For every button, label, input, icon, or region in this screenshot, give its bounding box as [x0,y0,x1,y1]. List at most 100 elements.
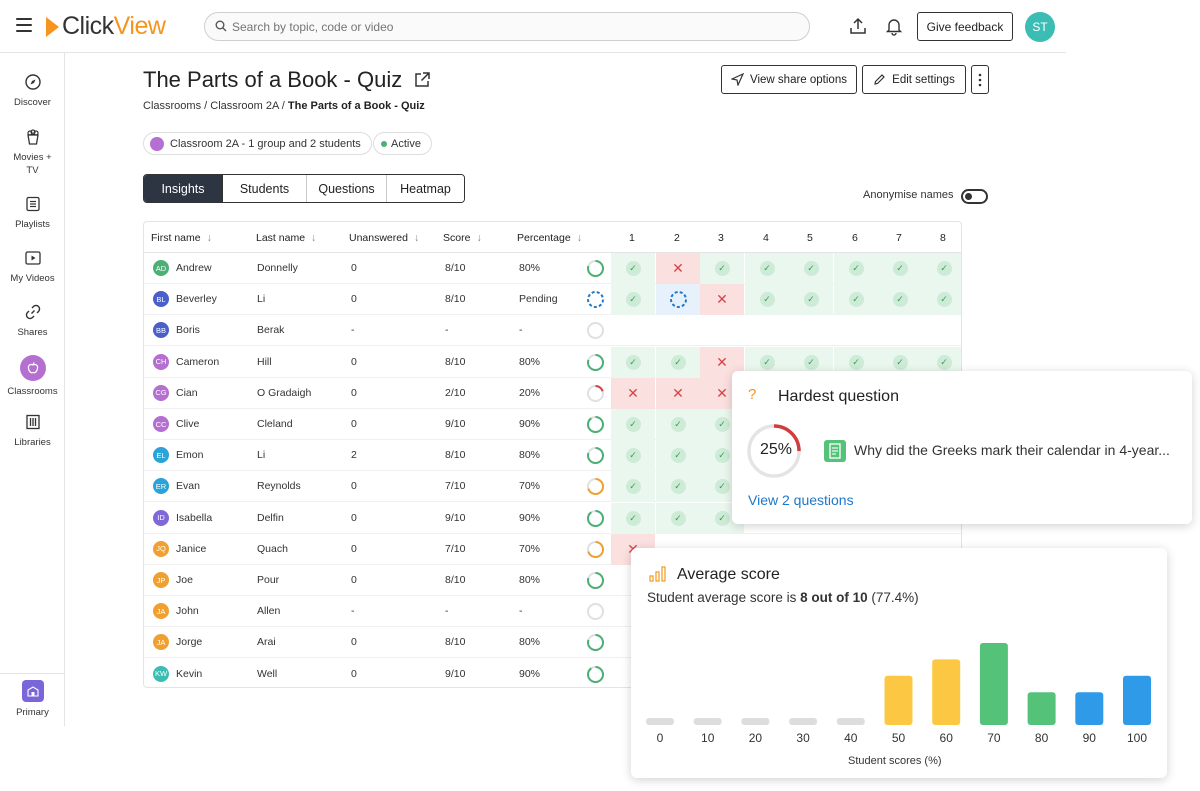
anonymise-toggle[interactable] [961,189,988,204]
table-row[interactable]: KW Kevin Well 0 9/10 90% [144,659,961,687]
question-cell[interactable]: ✓ [834,284,878,316]
sidebar-item-movies-tv[interactable]: Movies + TV [0,128,65,177]
sidebar-item-playlists[interactable]: Playlists [0,195,65,231]
table-row[interactable]: CC Clive Cleland 0 9/10 90% ✓ ✓ ✓ [144,409,961,440]
question-cell[interactable]: ✓ [789,284,833,316]
bar-100[interactable] [1123,675,1151,725]
bar-80[interactable] [1027,692,1056,725]
question-header-5[interactable]: 5 [807,232,813,244]
question-cell[interactable]: ✓ [922,253,961,284]
header-unanswered[interactable]: Unanswered ↓ [349,232,420,244]
view-questions-link[interactable]: View 2 questions [748,492,854,508]
tab-questions[interactable]: Questions [306,175,386,202]
question-cell[interactable]: ✕ [656,377,700,409]
sidebar-item-libraries[interactable]: Libraries [0,413,65,449]
header-score[interactable]: Score ↓ [443,232,482,244]
student-avatar: CG [153,384,169,401]
question-header-3[interactable]: 3 [718,232,724,244]
header-percentage[interactable]: Percentage ↓ [517,232,582,244]
table-row[interactable]: JA John Allen - - - [144,596,961,628]
question-cell[interactable]: ✕ [700,284,744,316]
sidebar-item-classrooms[interactable]: Classrooms [0,355,65,398]
question-cell[interactable]: ✓ [611,502,655,534]
question-header-7[interactable]: 7 [896,232,902,244]
question-cell[interactable]: ✓ [656,409,700,440]
question-cell[interactable]: ✓ [656,440,700,472]
question-header-8[interactable]: 8 [940,232,946,244]
table-row[interactable]: BB Boris Berak - - - [144,315,961,347]
breadcrumb-classroom[interactable]: Classroom 2A [210,100,279,112]
unanswered-cell: 0 [351,262,357,274]
question-cell[interactable]: ✓ [611,284,655,316]
question-header-1[interactable]: 1 [629,232,635,244]
sidebar-item-primary[interactable]: Primary [0,680,65,719]
bar-60[interactable] [932,659,961,725]
student-avatar: ID [153,509,169,526]
bar-20[interactable] [741,718,770,725]
bar-0[interactable] [646,718,674,725]
menu-icon[interactable] [16,18,32,32]
question-cell[interactable]: ✓ [922,284,961,316]
question-cell[interactable]: ✓ [878,253,922,284]
question-cell[interactable]: ✕ [611,377,655,409]
question-cell[interactable]: ✓ [700,253,744,284]
question-header-2[interactable]: 2 [674,232,680,244]
external-link-icon[interactable] [413,71,431,89]
last-name-cell: Li [257,449,266,462]
clickview-logo[interactable]: ClickView [46,12,166,41]
question-cell[interactable]: ✓ [611,253,655,284]
question-cell[interactable]: ✓ [611,471,655,503]
table-row[interactable]: AD Andrew Donnelly 0 8/10 80% ✓ ✕ ✓ ✓ ✓ ✓ ✓ ✓ [144,253,961,284]
bar-10[interactable] [693,718,722,725]
sidebar-item-shares[interactable]: Shares [0,303,65,339]
question-cell[interactable]: ✓ [878,284,922,316]
bar-70[interactable] [979,643,1008,725]
user-avatar[interactable]: ST [1025,12,1055,42]
question-cell[interactable]: ✓ [656,346,700,378]
question-cell[interactable]: ✓ [834,253,878,284]
upload-icon[interactable] [848,16,868,36]
header-first-name[interactable]: First name ↓ [151,232,212,244]
view-share-options-button[interactable]: View share options [721,65,857,94]
question-cell[interactable]: ✓ [789,253,833,284]
bar-90[interactable] [1075,692,1104,725]
question-header-6[interactable]: 6 [852,232,858,244]
hardest-question-text[interactable]: Why did the Greeks mark their calendar i… [854,442,1170,458]
status-dot-icon [381,140,387,147]
question-cell[interactable]: ✓ [611,440,655,472]
table-row[interactable]: BL Beverley Li 0 8/10 Pending ✓ ✕ ✓ ✓ ✓ ✓ ✓ [144,284,961,316]
table-row[interactable]: ER Evan Reynolds 0 7/10 70% ✓ ✓ ✓ [144,471,961,503]
give-feedback-button[interactable]: Give feedback [917,12,1013,41]
question-cell[interactable]: ✓ [656,502,700,534]
x-tick-label: 100 [1127,731,1147,745]
search-input[interactable] [232,17,792,37]
tab-students[interactable]: Students [222,175,306,202]
classroom-chip[interactable]: Classroom 2A - 1 group and 2 students [143,132,372,155]
tab-heatmap[interactable]: Heatmap [386,175,464,202]
table-row[interactable]: ID Isabella Delfin 0 9/10 90% ✓ ✓ ✓ [144,502,961,534]
sidebar-item-my-videos[interactable]: My Videos [0,249,65,285]
question-header-4[interactable]: 4 [763,232,769,244]
bar-40[interactable] [836,718,865,725]
question-cell[interactable]: ✓ [745,284,789,316]
question-cell[interactable]: ✓ [745,253,789,284]
question-cell[interactable]: ✓ [656,471,700,503]
question-cell[interactable]: ✕ [656,253,700,284]
unanswered-cell: 0 [351,667,357,680]
question-cell[interactable]: ✓ [611,346,655,378]
bar-50[interactable] [884,675,913,725]
tab-insights[interactable]: Insights [144,175,222,202]
breadcrumb-classrooms[interactable]: Classrooms [143,100,202,112]
question-cell[interactable] [656,284,700,316]
sidebar-item-discover[interactable]: Discover [0,73,65,109]
check-icon: ✓ [892,261,908,276]
header-last-name[interactable]: Last name ↓ [256,232,317,244]
bell-icon[interactable] [884,16,904,36]
table-row[interactable]: JP Joe Pour 0 8/10 80% [144,565,961,596]
question-cell[interactable]: ✓ [611,409,655,440]
edit-settings-button[interactable]: Edit settings [862,65,966,94]
check-icon: ✓ [848,354,864,370]
table-row[interactable]: JA Jorge Arai 0 8/10 80% [144,627,961,659]
more-options-button[interactable] [971,65,989,94]
bar-30[interactable] [789,718,818,725]
